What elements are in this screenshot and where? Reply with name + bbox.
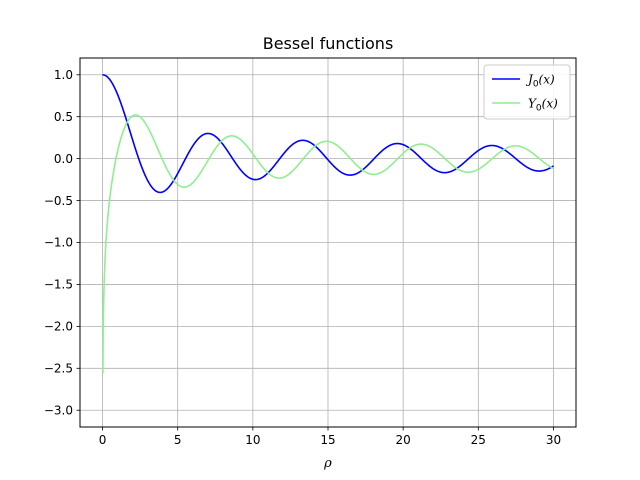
x-tick-label: 25 xyxy=(471,433,486,447)
legend-label: J0(x) xyxy=(525,73,555,90)
x-tick-label: 30 xyxy=(546,433,561,447)
series-line-y0 xyxy=(102,114,554,374)
y-tick-label: −2.5 xyxy=(44,361,73,375)
chart-title: Bessel functions xyxy=(263,34,394,53)
x-tick-label: 10 xyxy=(245,433,260,447)
x-tick-label: 5 xyxy=(174,433,182,447)
y-tick-label: −3.0 xyxy=(44,403,73,417)
x-tick-label: 15 xyxy=(320,433,335,447)
x-tick-label: 0 xyxy=(99,433,107,447)
legend-label: Y0(x) xyxy=(528,97,558,114)
y-tick-label: −1.5 xyxy=(44,278,73,292)
plot-series xyxy=(102,73,554,374)
x-axis-label: ρ xyxy=(323,456,332,471)
x-tick-label: 20 xyxy=(396,433,411,447)
y-tick-label: 1.0 xyxy=(54,68,73,82)
y-tick-label: −1.0 xyxy=(44,236,73,250)
y-tick-label: 0.0 xyxy=(54,152,73,166)
y-tick-label: −2.0 xyxy=(44,320,73,334)
y-tick-label: 0.5 xyxy=(54,110,73,124)
series-line-j0 xyxy=(102,73,554,194)
axis-ticks: 0 5 10 15 20 25 30 1.0 0.5 0.0 −0.5 −1.0 −1.5 −2.0 −2.… xyxy=(44,68,561,447)
legend: J0(x) Y0(x) xyxy=(483,64,571,120)
legend-box xyxy=(483,64,571,120)
y-tick-label: −0.5 xyxy=(44,194,73,208)
